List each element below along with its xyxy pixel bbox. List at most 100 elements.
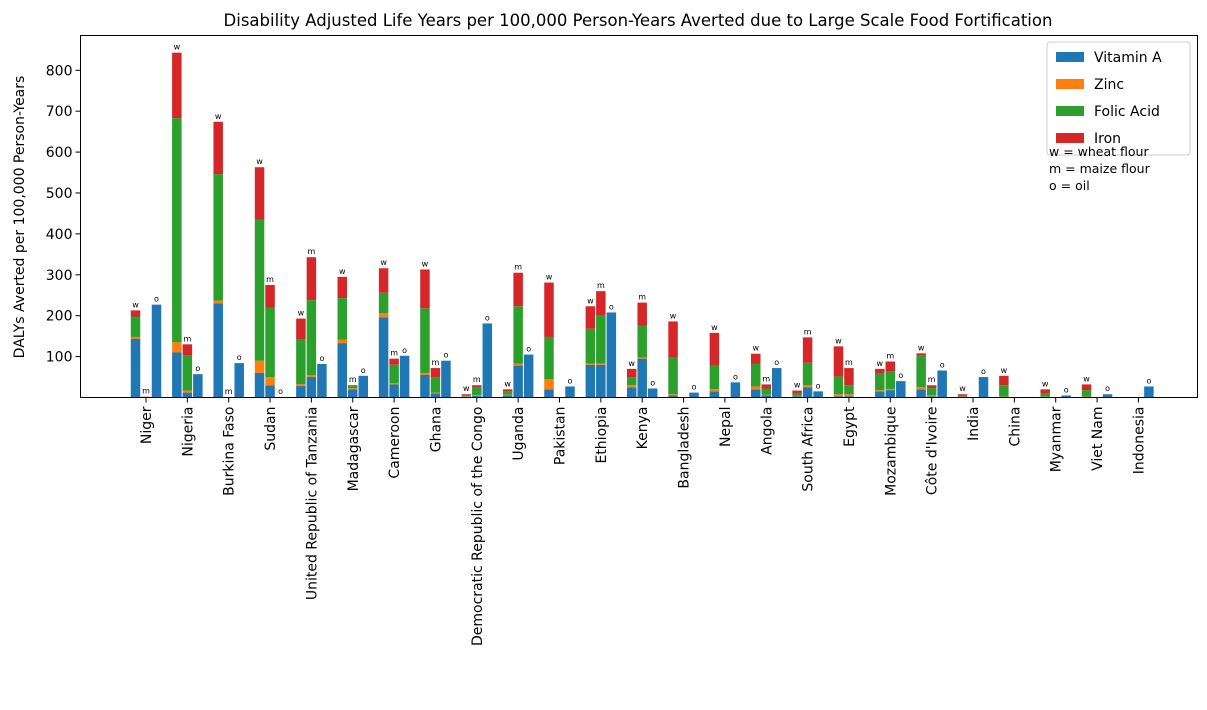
vehicle-label: m	[804, 327, 812, 336]
x-tick-label: Côte d'Ivoire	[925, 407, 941, 496]
bar-segment-vitamin-a	[731, 382, 741, 397]
bar-segment-iron	[172, 53, 182, 118]
bar-segment-iron	[916, 353, 926, 355]
bar-segment-iron	[710, 333, 720, 366]
x-tick-label: Uganda	[511, 407, 527, 461]
bar-segment-folic-acid	[338, 298, 348, 340]
vehicle-label: w	[132, 300, 139, 309]
bar-segment-iron	[338, 277, 348, 298]
x-tick-label: Nepal	[718, 407, 734, 447]
bar-segment-folic-acid	[844, 385, 854, 394]
vehicle-label: w	[670, 311, 677, 320]
bar-segment-folic-acid	[792, 394, 802, 396]
x-tick-label: Bangladesh	[677, 407, 693, 489]
x-tick-label: Ghana	[428, 407, 444, 453]
bar-segment-folic-acid	[503, 391, 513, 394]
bar-segment-iron	[958, 394, 968, 395]
bar-segment-vitamin-a	[172, 353, 182, 398]
bar-segment-iron	[834, 346, 844, 376]
vehicle-label: w	[339, 267, 346, 276]
bar-segment-vitamin-a	[544, 389, 554, 397]
vehicle-label: o	[319, 354, 324, 363]
legend-swatch	[1056, 79, 1084, 89]
bar-segment-vitamin-a	[359, 376, 369, 398]
bar-segment-vitamin-a	[607, 312, 617, 397]
bar-segment-iron	[1082, 384, 1092, 390]
bar-segment-vitamin-a	[689, 393, 699, 398]
bar-segment-vitamin-a	[524, 355, 534, 398]
x-tick-label: South Africa	[801, 407, 817, 492]
bar-segment-folic-acid	[513, 306, 523, 363]
x-tick-label: Ethiopia	[594, 407, 610, 464]
bar-segment-zinc	[348, 388, 358, 389]
bar-segment-zinc	[875, 390, 885, 391]
x-tick-label: Niger	[139, 406, 155, 444]
bar-segment-vitamin-a	[596, 365, 606, 398]
y-tick-label: 200	[46, 309, 73, 325]
vehicle-label: m	[597, 281, 605, 290]
vehicle-label: o	[692, 383, 697, 392]
bar-segment-vitamin-a	[441, 361, 451, 398]
bar-segment-vitamin-a	[586, 365, 596, 398]
bar-segment-vitamin-a	[348, 389, 358, 397]
bar-segment-zinc	[307, 375, 317, 377]
vehicle-label: o	[609, 302, 614, 311]
vehicle-label: w	[1083, 374, 1090, 383]
chart-title: Disability Adjusted Life Years per 100,0…	[224, 11, 1053, 30]
bar-segment-iron	[875, 369, 885, 374]
vehicle-label: m	[886, 352, 894, 361]
bar-segment-vitamin-a	[213, 303, 223, 397]
bar-segment-vitamin-a	[234, 363, 244, 397]
bar-segment-iron	[420, 269, 430, 308]
bar-segment-zinc	[131, 337, 141, 339]
x-tick-label: Egypt	[842, 406, 858, 447]
legend-swatch	[1056, 106, 1084, 116]
vehicle-label: o	[1064, 385, 1069, 394]
bar-segment-vitamin-a	[431, 393, 441, 397]
bar-segment-iron	[472, 385, 482, 387]
vehicle-label: o	[485, 313, 490, 322]
vehicle-label: m	[473, 375, 481, 384]
bar-segment-iron	[751, 354, 761, 364]
vehicle-label: m	[514, 263, 522, 272]
y-tick-label: 100	[46, 350, 73, 366]
vehicle-label: o	[278, 387, 283, 396]
bar-segment-folic-acid	[627, 377, 637, 385]
vehicle-label: w	[918, 343, 925, 352]
bar-segment-folic-acid	[886, 372, 896, 389]
vehicle-label: w	[298, 309, 305, 318]
bar-segment-vitamin-a	[255, 373, 264, 398]
y-tick-label: 400	[46, 227, 73, 243]
bar-segment-vitamin-a	[648, 389, 658, 398]
x-tick-label: Myanmar	[1049, 406, 1065, 472]
bar-segment-zinc	[296, 384, 306, 386]
y-tick-label: 800	[46, 63, 73, 79]
bar-segment-zinc	[513, 364, 523, 366]
vehicle-label: o	[1105, 384, 1110, 393]
bar-segment-zinc	[803, 385, 813, 387]
bar-segment-vitamin-a	[979, 377, 989, 397]
bar-segment-vitamin-a	[886, 390, 896, 397]
bar-segment-zinc	[751, 386, 761, 389]
x-tick-label: Viet Nam	[1090, 407, 1106, 471]
vehicle-label: w	[752, 344, 759, 353]
bar-segment-vitamin-a	[307, 377, 317, 397]
bar-segment-folic-acid	[213, 174, 223, 300]
bar-segment-zinc	[762, 395, 772, 396]
vehicle-label: w	[463, 384, 470, 393]
x-tick-label: India	[966, 407, 982, 441]
x-tick-label: Angola	[759, 407, 775, 455]
bar-segment-vitamin-a	[317, 364, 327, 398]
bar-segment-iron	[431, 368, 441, 377]
vehicle-label: o	[195, 364, 200, 373]
y-axis-label: DALYs Averted per 100,000 Person-Years	[12, 76, 28, 359]
bar-segment-folic-acid	[586, 329, 596, 364]
vehicle-label: o	[898, 371, 903, 380]
vehicle-label: o	[361, 366, 366, 375]
x-tick-label: Cameroon	[387, 407, 403, 479]
vehicle-label: o	[526, 345, 531, 354]
bar-segment-iron	[213, 122, 223, 174]
bar-segment-iron	[596, 291, 606, 316]
bar-segment-vitamin-a	[152, 305, 162, 398]
